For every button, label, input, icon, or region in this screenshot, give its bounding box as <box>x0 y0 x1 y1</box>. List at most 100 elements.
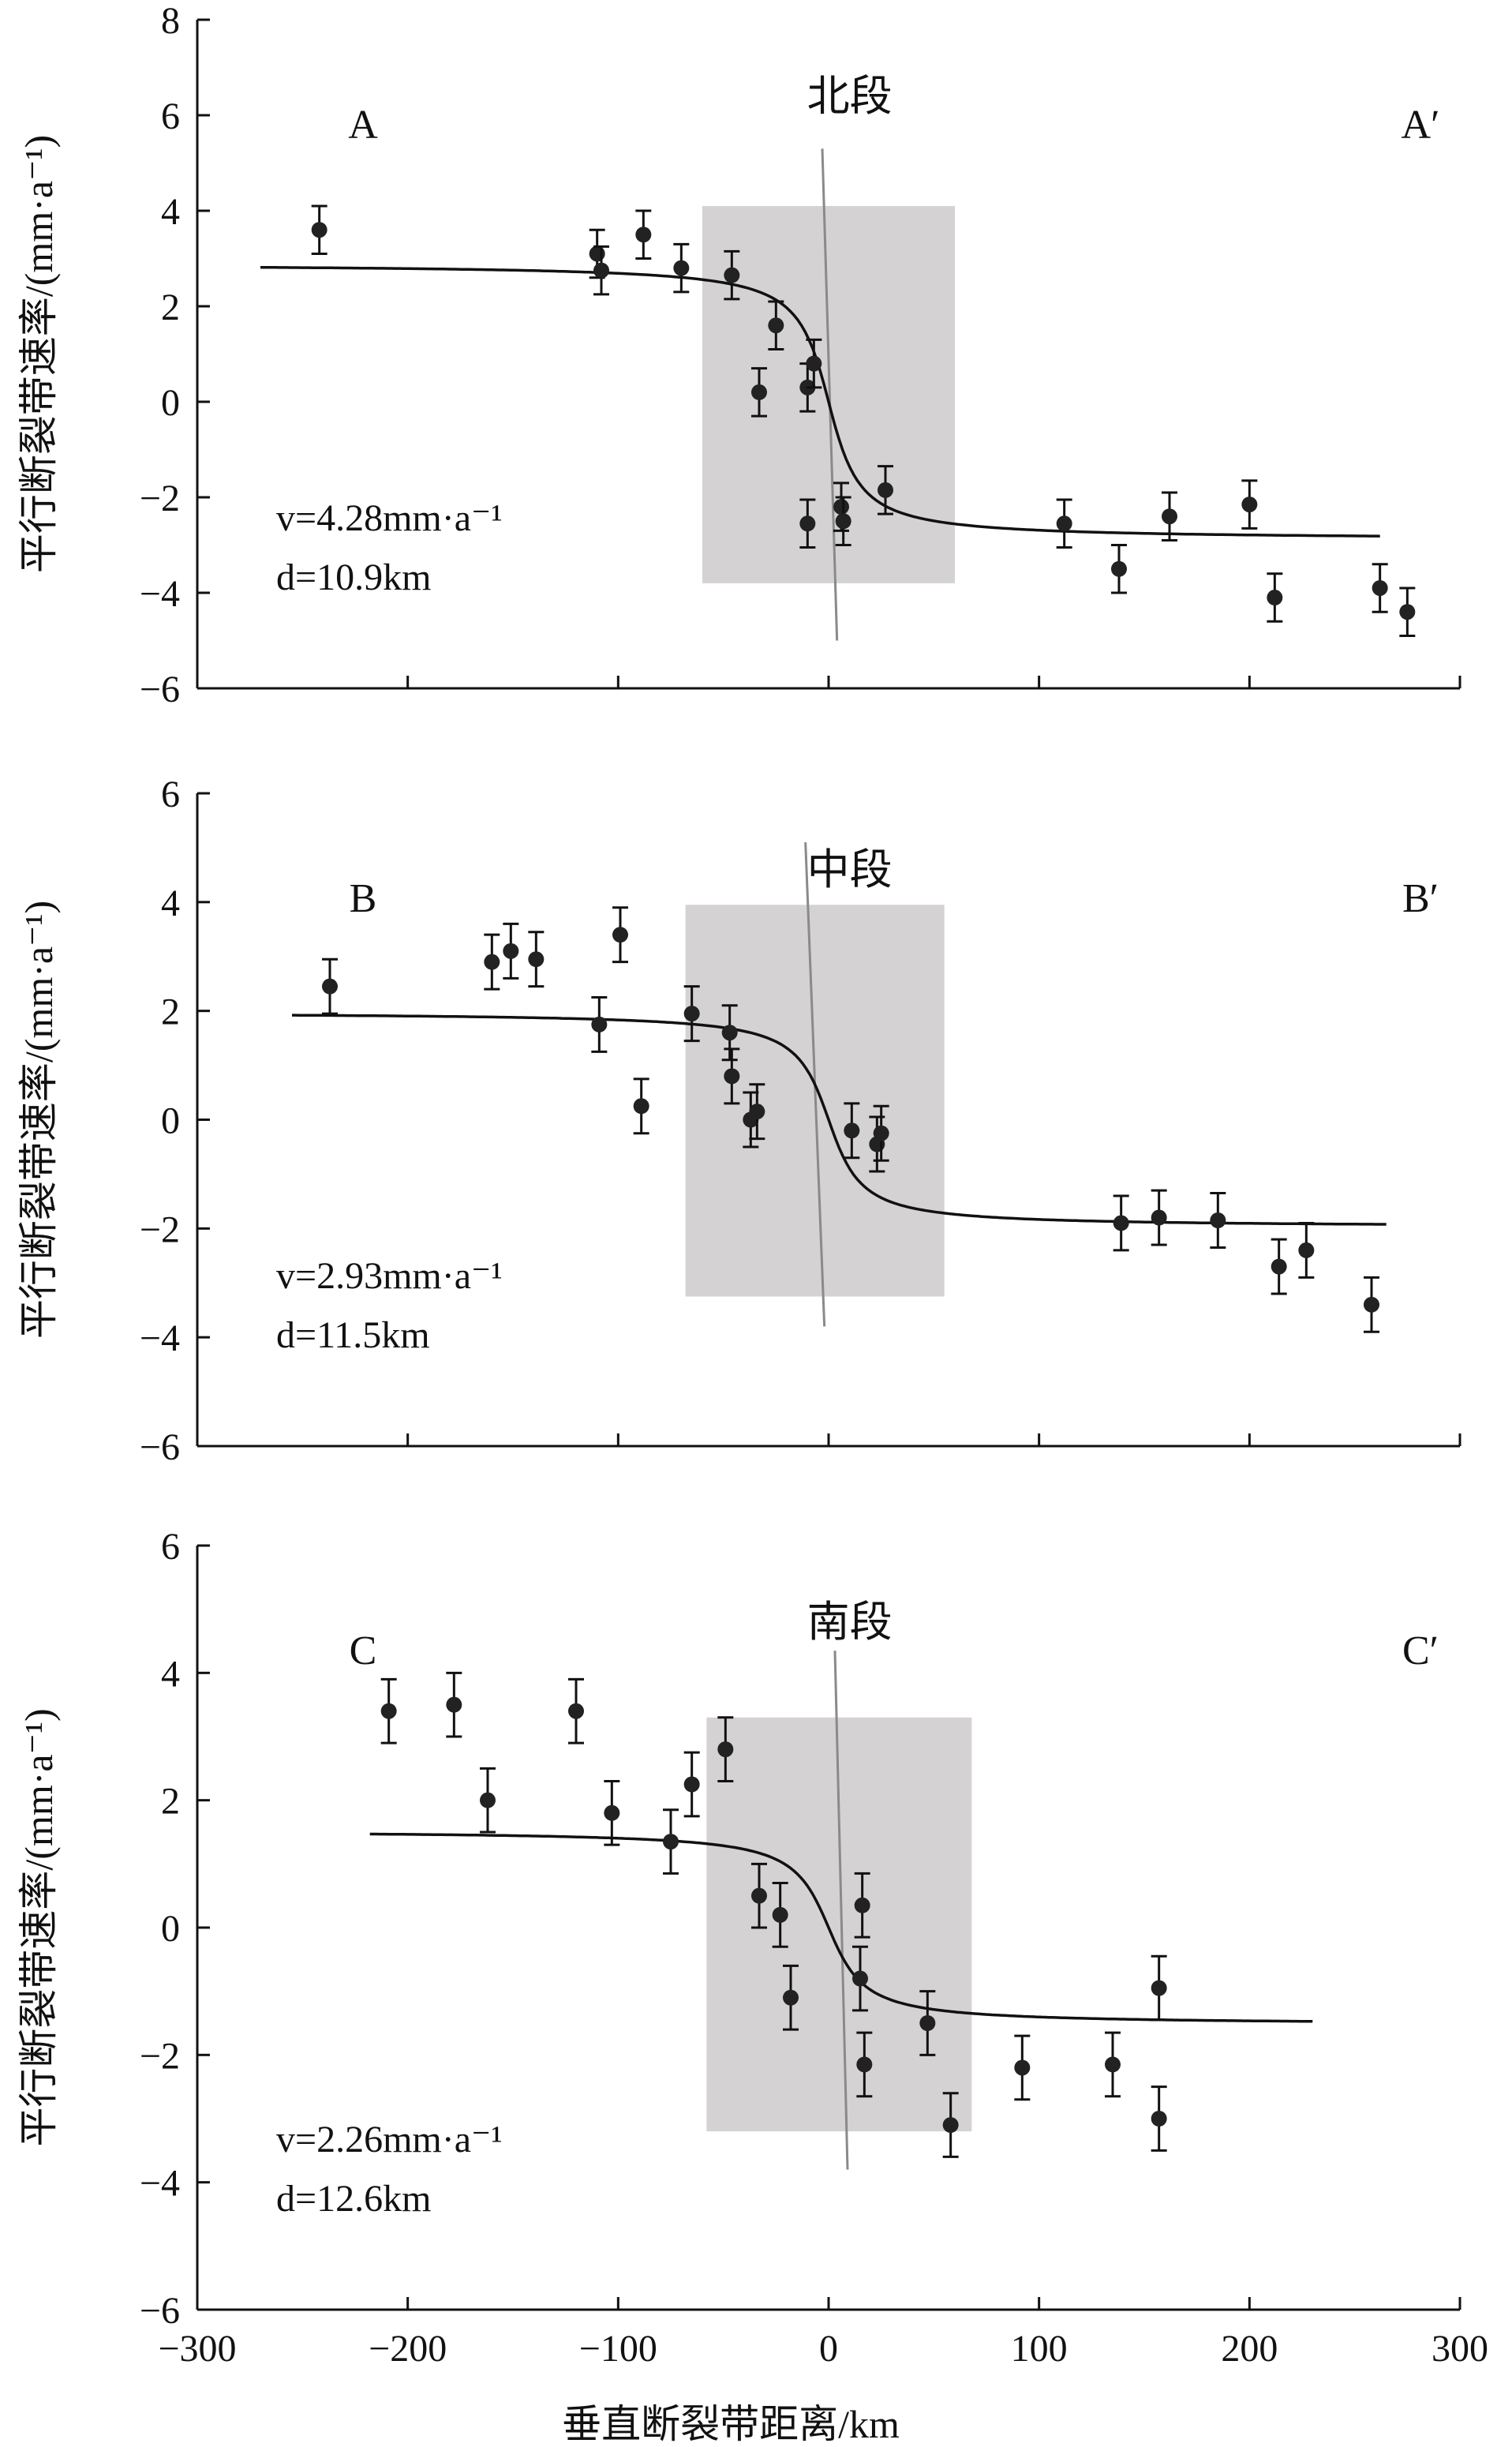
shaded-regions-layer <box>685 205 972 2132</box>
data-marker <box>568 1703 584 1719</box>
data-point <box>663 1808 679 1875</box>
data-points-layer <box>311 204 1416 2158</box>
data-marker <box>528 951 545 968</box>
data-point <box>751 367 767 418</box>
data-point <box>724 249 740 301</box>
data-point <box>1151 2085 1167 2152</box>
data-marker <box>446 1696 462 1713</box>
data-marker <box>589 245 605 262</box>
segment-label-1: 北段 <box>807 73 893 120</box>
data-point <box>380 1677 397 1744</box>
y-tick-label: 2 <box>161 991 180 1033</box>
data-point <box>1056 498 1072 549</box>
data-point <box>806 338 822 389</box>
data-marker <box>593 262 609 279</box>
x-tick-label: −100 <box>579 2328 657 2370</box>
y-tick-label: −4 <box>140 2163 180 2205</box>
data-marker <box>721 1025 738 1041</box>
y-tick-label: 4 <box>161 1653 180 1695</box>
data-point <box>480 1767 496 1834</box>
data-marker <box>783 1989 799 2006</box>
data-point <box>1372 563 1388 613</box>
data-point <box>604 1779 620 1846</box>
data-point <box>528 931 545 988</box>
data-marker <box>322 978 338 995</box>
data-marker <box>724 1068 740 1085</box>
data-marker <box>1372 579 1388 596</box>
data-marker <box>751 384 767 400</box>
data-marker <box>1298 1242 1315 1258</box>
x-tick-label: 0 <box>819 2328 838 2370</box>
data-point <box>484 933 500 991</box>
data-point <box>772 1882 788 1948</box>
y-tick-label: 4 <box>161 191 180 233</box>
data-marker <box>768 317 784 334</box>
y-tick-label: 6 <box>161 774 180 815</box>
data-marker <box>852 1970 868 1987</box>
data-point <box>1364 1276 1379 1333</box>
y-tick-label: 6 <box>161 1526 180 1568</box>
data-point <box>612 906 628 964</box>
data-point <box>724 1047 740 1105</box>
section-start-label-1: A <box>348 103 378 148</box>
data-marker <box>1111 560 1127 577</box>
data-point <box>844 1102 860 1160</box>
data-point <box>673 242 690 294</box>
data-marker <box>1241 497 1258 513</box>
data-point <box>835 496 851 546</box>
fit-depth-label-1: d=10.9km <box>276 556 431 598</box>
data-point <box>1151 1954 1167 2022</box>
y-tick-label: −4 <box>140 1317 180 1359</box>
data-marker <box>1399 604 1416 620</box>
y-tick-label: 6 <box>161 96 180 137</box>
data-point <box>1105 2031 1121 2098</box>
data-marker <box>311 222 327 238</box>
data-point <box>503 922 519 980</box>
data-point <box>591 995 608 1053</box>
fit-curve-1 <box>260 265 1380 538</box>
x-tick-label: −200 <box>369 2328 447 2370</box>
data-marker <box>480 1792 496 1808</box>
data-point <box>1241 479 1258 530</box>
data-point <box>635 209 652 260</box>
data-marker <box>633 1098 649 1115</box>
data-marker <box>835 513 851 530</box>
data-marker <box>663 1834 679 1850</box>
data-marker <box>683 1006 700 1022</box>
data-marker <box>942 2117 959 2134</box>
data-point <box>878 465 893 515</box>
data-point <box>768 300 784 350</box>
y-tick-label: −2 <box>140 2035 180 2077</box>
data-point <box>1113 1194 1129 1252</box>
y-tick-label: 4 <box>161 882 180 924</box>
data-marker <box>919 2015 936 2031</box>
data-marker <box>749 1104 765 1120</box>
data-marker <box>833 499 849 515</box>
x-tick-label: 100 <box>1011 2328 1068 2370</box>
y-axis-label-1: 平行断裂带速率/(mm·a⁻¹) <box>17 135 61 573</box>
data-point <box>593 245 609 296</box>
data-marker <box>604 1804 620 1821</box>
data-marker <box>799 515 816 532</box>
section-start-label-3: C <box>350 1628 377 1673</box>
data-marker <box>878 482 893 498</box>
x-tick-label: 300 <box>1432 2328 1488 2370</box>
data-point <box>873 1104 889 1162</box>
data-marker <box>873 1125 889 1141</box>
segment-label-2: 中段 <box>807 846 893 894</box>
data-point <box>783 1964 799 2031</box>
y-tick-label: 2 <box>161 1781 180 1823</box>
data-marker <box>1105 2056 1121 2073</box>
data-marker <box>1210 1212 1226 1228</box>
y-tick-label: 0 <box>161 1100 180 1142</box>
data-marker <box>1151 1209 1167 1226</box>
labels-layer: 8 6 4 2 0 −2 −4 −6 北段 A A′ v=4.28mm·a⁻¹ d=10.9km 平行断裂… <box>17 0 1488 2370</box>
data-marker <box>1151 1980 1167 1996</box>
segment-label-3: 南段 <box>807 1598 893 1646</box>
data-point <box>683 985 700 1043</box>
data-marker <box>1271 1258 1287 1275</box>
data-point <box>1111 544 1127 594</box>
data-marker <box>1364 1296 1379 1313</box>
data-point <box>856 2031 873 2098</box>
